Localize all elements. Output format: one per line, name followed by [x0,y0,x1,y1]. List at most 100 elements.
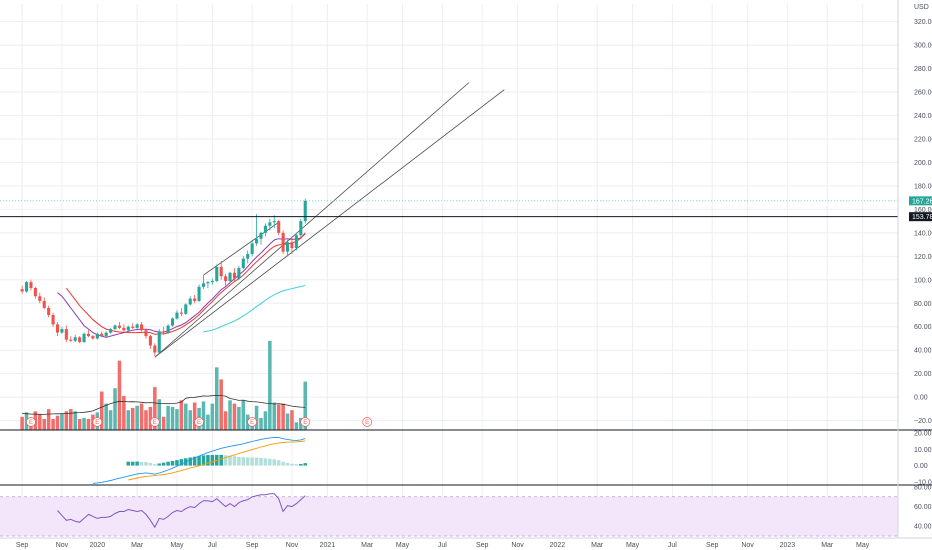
earnings-marker[interactable] [26,417,36,427]
earnings-marker-label: E [153,420,157,426]
volume-bar [55,415,60,430]
moving-averages [57,232,306,338]
candle-body [162,331,166,333]
time-tick-label: Sep [476,542,489,549]
volume-bar [126,410,131,430]
candle-body [277,221,281,233]
macd-histogram-bar [276,460,281,466]
macd-histogram-bar [206,455,210,466]
volume-bar [99,391,104,430]
ma-red-line [65,232,306,335]
volume-bar [73,411,77,430]
volume-bar [290,410,294,430]
time-tick-label: Mar [591,542,604,549]
earnings-marker-label: E [29,420,33,426]
time-tick-label: Mar [131,542,144,549]
time-tick-label: 2023 [780,542,796,549]
trend-channel[interactable] [154,82,505,358]
candle-body [38,296,42,301]
volume-bar [276,404,281,430]
candle-body [148,336,152,346]
macd-histogram-bar [148,463,153,466]
candle-body [303,200,307,222]
time-axis[interactable]: Sep Nov 2020 Mar May Jul Sep Nov 2021 Mar May Jul Se… [16,542,870,549]
volume-bar [38,414,42,430]
volume-bar [117,360,122,430]
price-tick-label: 300.00 [914,43,932,50]
candle-body [201,283,206,287]
volume-bar [214,367,219,430]
candle-body [188,298,192,305]
price-tag-label: 153.78 [912,214,932,221]
volume-bar [46,409,51,430]
candle-body [219,266,223,277]
time-tick-label: Sep [246,542,259,549]
time-tick-label: Nov [741,542,754,549]
candle-body [224,276,228,281]
volume-bar [60,413,64,430]
volume-bar [184,403,188,430]
price-tag-label: 167.26 [912,198,932,205]
price-tick-label: 60.00 [914,324,932,331]
macd-histogram-bar [179,459,184,466]
price-tick-label: 240.00 [914,113,932,120]
candle-body [104,332,108,337]
candle-body [228,272,232,281]
time-tick-label: Sep [706,542,719,549]
rsi-pane [0,493,898,537]
volume-bar [192,402,197,430]
earnings-marker[interactable] [92,417,103,427]
candle-body [100,333,104,337]
trend-line[interactable] [154,89,505,358]
candle-body [109,329,113,333]
price-tick-label: 200.00 [914,160,932,167]
time-tick-label: Mar [821,542,834,549]
price-axis[interactable]: −20.00 0.00 20.00 40.00 60.00 80.00 100.00 120.… [914,19,932,531]
macd-tick-label: 10.00 [914,447,932,454]
volume-bar [228,400,232,430]
macd-histogram-bar [157,463,162,466]
macd-histogram-bar [268,458,272,466]
earnings-marker[interactable] [362,417,373,427]
volume-bar [86,419,91,430]
volume-bar [268,340,272,430]
macd-histogram-bar [201,455,206,466]
earnings-marker[interactable] [149,417,160,427]
earnings-marker[interactable] [300,417,311,427]
trend-line[interactable] [203,221,279,276]
volume-bar [188,410,192,430]
volume-bar [144,410,148,430]
macd-histogram-bar [170,460,175,466]
volume-bar [263,411,268,430]
candle-body [126,326,130,331]
candle-body [78,337,82,342]
time-tick-label: Jul [208,542,217,549]
price-tick-label: 0.00 [914,395,928,402]
time-tick-label: 2020 [90,542,106,549]
earnings-marker[interactable] [247,417,257,427]
earnings-marker-label: E [197,420,201,426]
time-tick-label: Nov [56,542,69,549]
earnings-marker[interactable] [194,417,204,427]
price-lines[interactable] [0,200,898,218]
volume-bar [108,410,113,430]
volume-bar [20,416,24,430]
candle-body [206,282,210,284]
macd-histogram-bar [285,462,290,466]
candle-body [215,266,219,281]
macd-histogram-bar [210,454,215,466]
rsi-line [57,493,306,529]
rsi-tick-label: 80.00 [914,484,932,491]
candle-body [47,307,51,315]
volume-bar [64,411,69,430]
volume-bar [69,409,73,430]
candle-body [69,339,73,341]
volume-bar [303,381,308,430]
candle-body [237,268,241,279]
trend-line[interactable] [154,82,470,358]
price-tick-label: 40.00 [914,348,932,355]
volume-bar [122,395,126,430]
